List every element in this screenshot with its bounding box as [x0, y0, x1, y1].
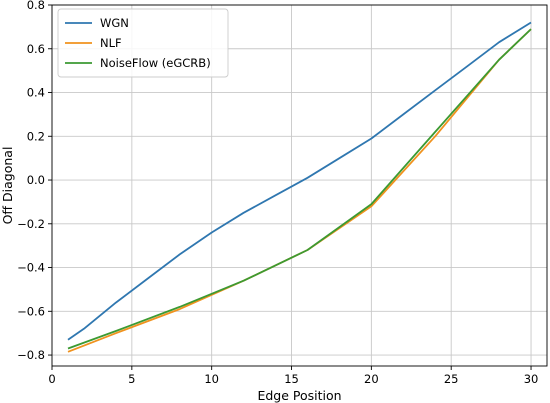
y-tick-label: 0.2: [27, 129, 45, 143]
legend-label: NoiseFlow (eGCRB): [100, 56, 211, 70]
x-tick-label: 0: [48, 372, 55, 386]
x-tick-label: 5: [128, 372, 135, 386]
y-tick-label: 0.0: [27, 173, 45, 187]
legend-label: WGN: [100, 16, 129, 30]
legend-box: [57, 8, 229, 78]
x-tick-label: 20: [364, 372, 379, 386]
series-line-noiseflow-egcrb: [67, 28, 532, 350]
legend: WGN NLF NoiseFlow (eGCRB): [57, 8, 229, 78]
x-tick-label: 25: [444, 372, 459, 386]
y-axis-label: Off Diagonal: [0, 147, 15, 225]
series-lines: [67, 21, 532, 353]
plot-area-frame: [51, 4, 548, 367]
axis-ticks: 0 5 10 15 20 25 30 −0.8 −0.6 −0.4 −0.2 0.0 0.2 0.4 0.6…: [17, 0, 538, 386]
series-line-wgn: [67, 21, 532, 341]
y-tick-label: 0.6: [27, 42, 45, 56]
y-tick-label: −0.6: [17, 304, 45, 318]
legend-label: NLF: [100, 36, 122, 50]
y-tick-label: 0.8: [27, 0, 45, 12]
x-tick-label: 30: [524, 372, 539, 386]
y-tick-label: −0.2: [17, 217, 45, 231]
y-tick-label: 0.4: [27, 86, 45, 100]
x-tick-label: 10: [204, 372, 219, 386]
y-tick-label: −0.8: [17, 348, 45, 362]
x-axis-label: Edge Position: [257, 388, 341, 403]
y-tick-label: −0.4: [17, 261, 45, 275]
x-tick-label: 15: [284, 372, 299, 386]
